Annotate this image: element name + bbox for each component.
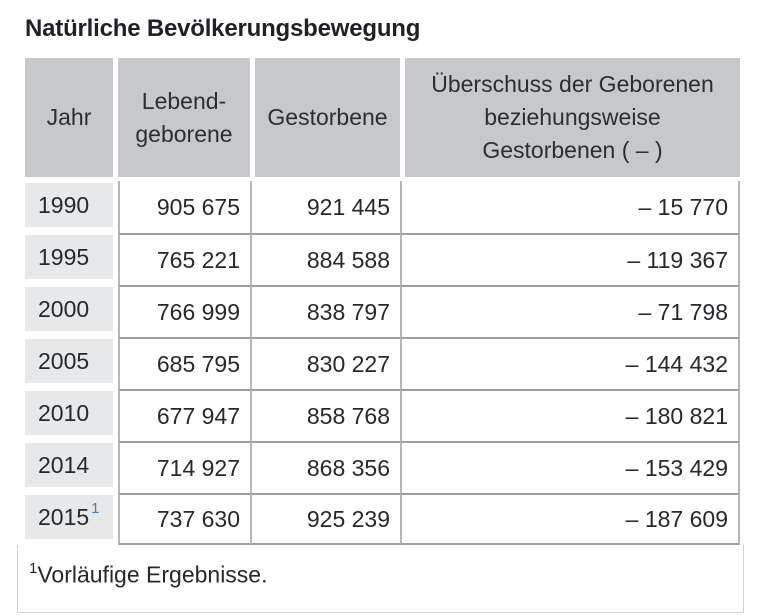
surplus-cell: – 71 798 xyxy=(400,285,740,337)
births-cell: 737 630 xyxy=(118,493,250,545)
population-table: Jahr Lebend- geborene Gestorbene Übersch… xyxy=(25,58,740,545)
births-cell: 905 675 xyxy=(118,181,250,233)
births-cell: 714 927 xyxy=(118,441,250,493)
year-value: 1990 xyxy=(38,191,90,218)
year-cell: 1995 xyxy=(25,233,113,285)
births-cell: 765 221 xyxy=(118,233,250,285)
births-cell: 766 999 xyxy=(118,285,250,337)
deaths-cell: 830 227 xyxy=(250,337,400,389)
year-cell: 2000 xyxy=(25,285,113,337)
deaths-cell: 925 239 xyxy=(250,493,400,545)
column-gap xyxy=(113,285,118,337)
year-cell: 1990 xyxy=(25,181,113,233)
footnote-text: Vorläufige Ergebnisse. xyxy=(37,561,268,588)
deaths-cell: 838 797 xyxy=(250,285,400,337)
year-value: 2014 xyxy=(38,451,90,478)
deaths-cell: 868 356 xyxy=(250,441,400,493)
year-cell: 2015 1 xyxy=(25,493,113,545)
header-body-gap xyxy=(25,177,740,181)
column-gap xyxy=(113,493,118,545)
surplus-cell: – 180 821 xyxy=(400,389,740,441)
footnote-ref-link[interactable]: 1 xyxy=(91,499,100,517)
year-cell: 2010 xyxy=(25,389,113,441)
header-cell-year: Jahr xyxy=(25,58,113,177)
surplus-cell: – 15 770 xyxy=(400,181,740,233)
footnote-marker: 1 xyxy=(29,560,38,577)
surplus-cell: – 153 429 xyxy=(400,441,740,493)
year-value: 2015 xyxy=(38,503,90,530)
year-value: 2005 xyxy=(38,347,90,374)
deaths-cell: 884 588 xyxy=(250,233,400,285)
surplus-cell: – 119 367 xyxy=(400,233,740,285)
column-gap xyxy=(113,441,118,493)
column-gap xyxy=(113,337,118,389)
births-cell: 685 795 xyxy=(118,337,250,389)
deaths-cell: 921 445 xyxy=(250,181,400,233)
header-cell-births: Lebend- geborene xyxy=(118,58,250,177)
year-value: 1995 xyxy=(38,243,90,270)
year-cell: 2014 xyxy=(25,441,113,493)
year-cell: 2005 xyxy=(25,337,113,389)
footnote-box: 1Vorläufige Ergebnisse. xyxy=(17,545,744,613)
year-value: 2010 xyxy=(38,399,90,426)
header-cell-deaths: Gestorbene xyxy=(250,58,400,177)
column-gap xyxy=(113,233,118,285)
surplus-cell: – 187 609 xyxy=(400,493,740,545)
deaths-cell: 858 768 xyxy=(250,389,400,441)
surplus-cell: – 144 432 xyxy=(400,337,740,389)
header-cell-surplus: Überschuss der Geborenen beziehungsweise… xyxy=(400,58,740,177)
column-gap xyxy=(113,181,118,233)
page-title: Natürliche Bevölkerungsbewegung xyxy=(25,15,421,42)
births-cell: 677 947 xyxy=(118,389,250,441)
year-value: 2000 xyxy=(38,295,90,322)
column-gap xyxy=(113,389,118,441)
header-column-gap xyxy=(113,58,118,177)
